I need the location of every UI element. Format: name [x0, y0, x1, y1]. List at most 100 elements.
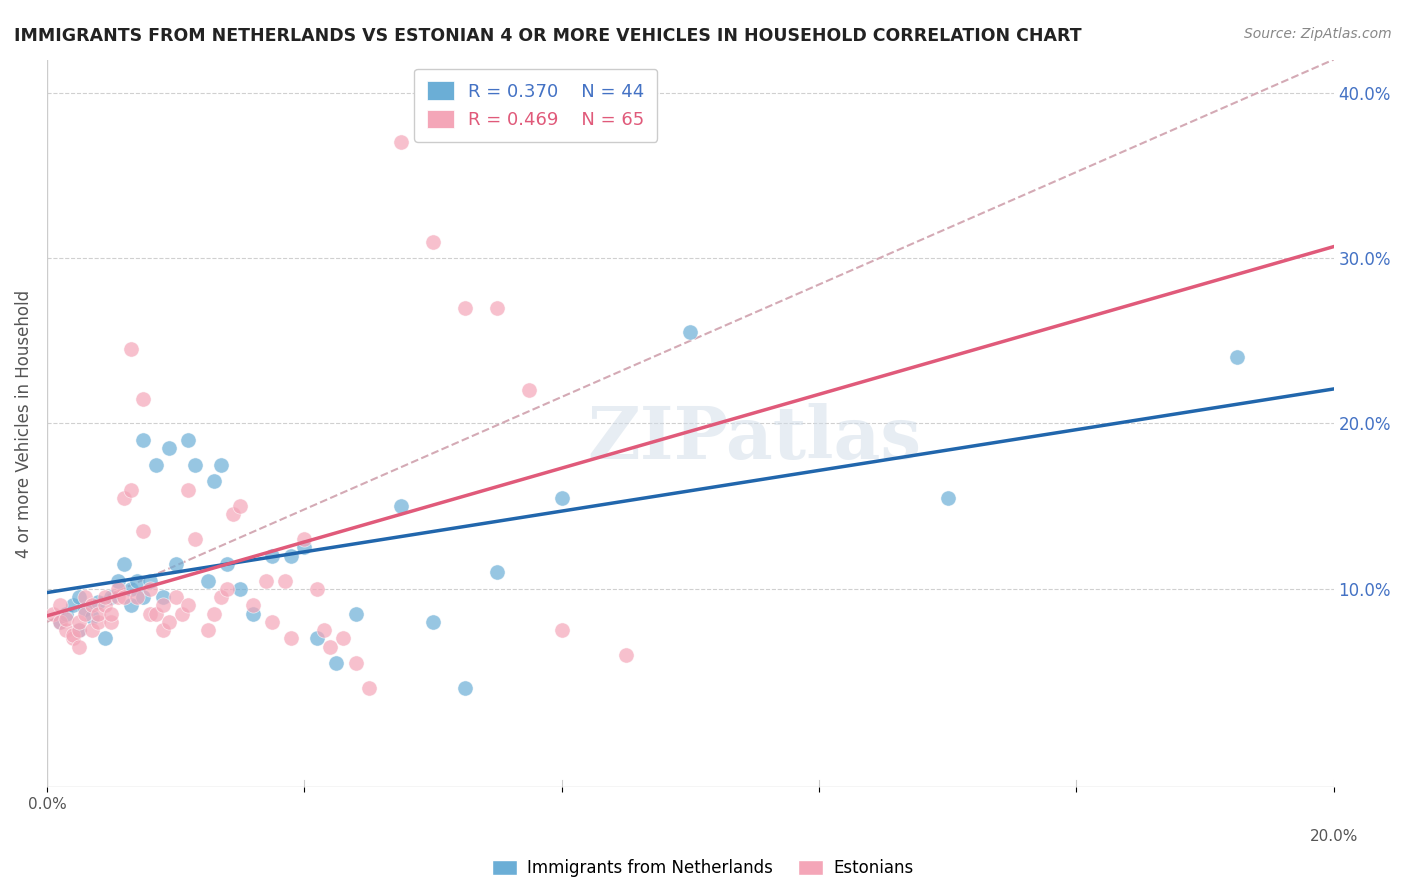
Point [94, 632, 117, 646]
Point [55, 612, 77, 626]
Point [254, 574, 277, 588]
Point [679, 326, 702, 340]
Point [197, 574, 219, 588]
Point [215, 582, 238, 596]
Point [145, 458, 167, 472]
Point [125, 574, 148, 588]
Point [422, 615, 444, 629]
Point [67, 640, 90, 654]
Point [67, 590, 90, 604]
Point [280, 632, 302, 646]
Point [344, 607, 367, 621]
Point [112, 557, 135, 571]
Point [139, 582, 162, 596]
Point [280, 549, 302, 563]
Point [389, 136, 412, 150]
Point [454, 301, 477, 315]
Point [67, 623, 90, 637]
Point [222, 508, 245, 522]
Point [165, 557, 187, 571]
Point [120, 342, 142, 356]
Point [94, 590, 117, 604]
Text: ZIPatlas: ZIPatlas [588, 402, 922, 474]
Point [100, 607, 122, 621]
Point [75, 601, 97, 615]
Point [80, 623, 103, 637]
Point [242, 607, 264, 621]
Point [202, 607, 225, 621]
Point [120, 483, 142, 497]
Point [132, 524, 155, 538]
Point [139, 574, 162, 588]
Point [197, 623, 219, 637]
Point [55, 623, 77, 637]
Point [274, 574, 297, 588]
Point [262, 549, 284, 563]
Point [125, 590, 148, 604]
Point [486, 301, 509, 315]
Point [936, 491, 959, 505]
Point [215, 557, 238, 571]
Point [292, 541, 315, 555]
Point [152, 599, 174, 613]
Point [112, 590, 135, 604]
Point [152, 590, 174, 604]
Point [120, 582, 142, 596]
Legend: Immigrants from Netherlands, Estonians: Immigrants from Netherlands, Estonians [485, 853, 921, 884]
Point [307, 632, 329, 646]
Point [132, 590, 155, 604]
Point [486, 566, 509, 580]
Point [120, 599, 142, 613]
Point [132, 392, 155, 406]
Point [107, 590, 129, 604]
Point [209, 458, 232, 472]
Point [312, 623, 335, 637]
Point [177, 433, 200, 447]
Point [80, 610, 103, 624]
Point [177, 483, 200, 497]
Point [454, 681, 477, 695]
Text: IMMIGRANTS FROM NETHERLANDS VS ESTONIAN 4 OR MORE VEHICLES IN HOUSEHOLD CORRELAT: IMMIGRANTS FROM NETHERLANDS VS ESTONIAN … [14, 27, 1081, 45]
Point [209, 590, 232, 604]
Point [145, 607, 167, 621]
Point [614, 648, 637, 662]
Point [87, 615, 110, 629]
Point [229, 499, 252, 513]
Point [112, 491, 135, 505]
Point [332, 632, 354, 646]
Point [87, 607, 110, 621]
Point [75, 590, 97, 604]
Point [344, 657, 367, 671]
Point [242, 599, 264, 613]
Point [319, 640, 342, 654]
Point [170, 607, 193, 621]
Point [139, 607, 162, 621]
Point [325, 657, 347, 671]
Point [132, 433, 155, 447]
Point [519, 384, 541, 398]
Point [87, 595, 110, 609]
Point [165, 590, 187, 604]
Point [357, 681, 380, 695]
Point [1226, 351, 1249, 365]
Point [55, 607, 77, 621]
Point [157, 442, 180, 456]
Point [49, 615, 72, 629]
Point [49, 615, 72, 629]
Point [100, 615, 122, 629]
Point [107, 582, 129, 596]
Point [307, 582, 329, 596]
Legend: R = 0.370    N = 44, R = 0.469    N = 65: R = 0.370 N = 44, R = 0.469 N = 65 [415, 69, 658, 142]
Point [292, 533, 315, 547]
Point [94, 599, 117, 613]
Point [550, 623, 572, 637]
Point [67, 615, 90, 629]
Point [389, 499, 412, 513]
Text: 20.0%: 20.0% [1309, 829, 1358, 844]
Point [107, 574, 129, 588]
Point [100, 590, 122, 604]
Point [422, 235, 444, 249]
Point [42, 607, 65, 621]
Point [80, 599, 103, 613]
Point [157, 615, 180, 629]
